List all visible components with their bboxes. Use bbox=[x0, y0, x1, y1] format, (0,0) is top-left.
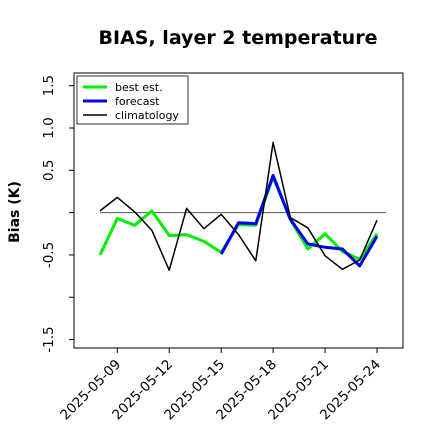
legend-label: climatology bbox=[115, 109, 179, 122]
chart-title: BIAS, layer 2 temperature bbox=[99, 27, 378, 49]
plot-frame bbox=[73, 72, 404, 349]
legend-label: forecast bbox=[115, 95, 160, 108]
legend-label: best est. bbox=[115, 81, 163, 94]
y-tick-label: 0.5 bbox=[41, 160, 57, 181]
y-tick-label: 1.0 bbox=[41, 117, 57, 138]
plot-area bbox=[98, 141, 386, 271]
y-tick-label: 1.5 bbox=[41, 75, 57, 96]
y-tick-label: -1.5 bbox=[41, 326, 57, 352]
series-line-forecast bbox=[219, 173, 379, 268]
series-line-climatology bbox=[99, 141, 378, 271]
y-tick-label: -0.5 bbox=[41, 242, 57, 268]
y-axis-label: Bias (K) bbox=[7, 181, 23, 243]
